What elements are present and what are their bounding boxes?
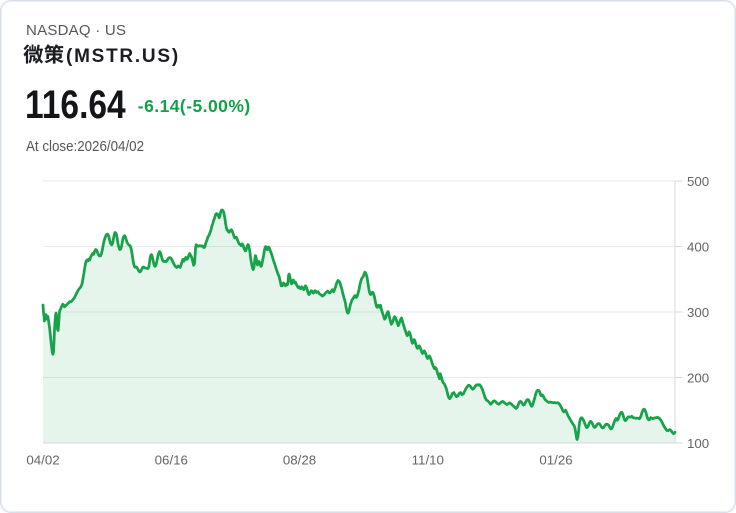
svg-text:100: 100 xyxy=(687,436,709,451)
svg-text:300: 300 xyxy=(687,305,709,320)
svg-text:500: 500 xyxy=(687,174,709,189)
svg-text:04/02: 04/02 xyxy=(26,453,59,468)
svg-text:200: 200 xyxy=(687,371,709,386)
svg-text:01/26: 01/26 xyxy=(539,453,572,468)
svg-text:400: 400 xyxy=(687,240,709,255)
svg-text:11/10: 11/10 xyxy=(412,453,444,468)
svg-text:08/28: 08/28 xyxy=(283,453,316,468)
svg-text:06/16: 06/16 xyxy=(155,453,188,468)
